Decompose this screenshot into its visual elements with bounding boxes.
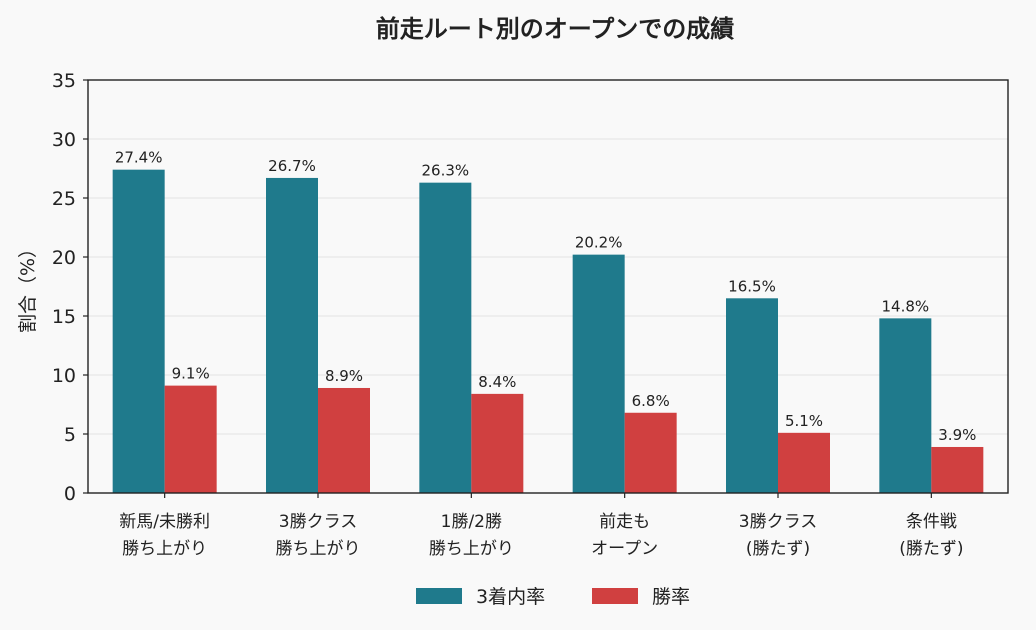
bar-top3-rate [726, 298, 778, 493]
bar-top3-rate [419, 182, 472, 493]
bar-data-label: 3.9% [938, 426, 976, 444]
y-tick-label: 25 [52, 188, 76, 210]
x-tick-label: 3勝クラス [739, 512, 817, 532]
x-tick-label: 前走も [599, 512, 650, 532]
x-tick-label: (勝たず) [746, 539, 810, 559]
x-tick-label: 新馬/未勝利 [119, 512, 210, 532]
data-label-layer: 27.4% 9.1% 26.7% 8.9% 26.3% 8.4% 20.2% 6.8% 16.5… [115, 149, 977, 444]
y-tick-label: 20 [52, 247, 76, 269]
x-tick-layer: 新馬/未勝利勝ち上がり3勝クラス勝ち上がり1勝/2勝勝ち上がり前走もオープン3勝… [119, 493, 963, 559]
x-tick-label: (勝たず) [899, 539, 963, 559]
grid-layer [88, 138, 1008, 435]
bar-win-rate [164, 385, 217, 493]
bar-win-rate [471, 393, 524, 493]
bar-win-rate [778, 432, 830, 493]
legend-swatch [592, 588, 638, 604]
bar-data-label: 27.4% [115, 149, 163, 167]
bar-data-label: 9.1% [172, 365, 210, 383]
y-tick-label: 0 [64, 483, 76, 505]
legend-label: 勝率 [652, 586, 690, 608]
bar-data-label: 5.1% [785, 412, 823, 430]
legend: 3着内率 勝率 [416, 586, 690, 608]
y-tick-label: 35 [52, 70, 76, 92]
x-tick-label: 勝ち上がり [122, 539, 207, 559]
bar-top3-rate [572, 254, 625, 493]
bar-data-label: 16.5% [728, 277, 776, 295]
bar-win-rate [318, 387, 370, 493]
bar-win-rate [931, 446, 984, 493]
x-tick-label: 勝ち上がり [276, 539, 361, 559]
bar-data-label: 26.7% [268, 157, 316, 175]
x-tick-label: 条件戦 [906, 512, 957, 532]
bar-top3-rate [112, 169, 165, 493]
bar-data-label: 20.2% [575, 234, 623, 252]
y-tick-label: 30 [52, 129, 76, 151]
bar-win-rate [624, 412, 677, 493]
bar-data-label: 14.8% [882, 297, 930, 315]
plot-frame [87, 79, 1009, 494]
y-tick-label: 15 [52, 306, 76, 328]
bar-data-label: 8.4% [478, 373, 516, 391]
x-tick-label: 勝ち上がり [429, 539, 514, 559]
legend-label: 3着内率 [476, 586, 545, 608]
x-tick-label: オープン [591, 539, 658, 559]
bar-top3-rate [879, 318, 932, 493]
chart-title: 前走ルート別のオープンでの成績 [376, 15, 735, 43]
y-tick-layer: 0 5 10 15 20 25 30 35 [52, 70, 88, 505]
bar-top3-rate [266, 177, 318, 493]
axis-layer [87, 79, 1009, 494]
bar-data-label: 6.8% [632, 392, 670, 410]
bar-data-label: 26.3% [422, 162, 470, 180]
x-tick-label: 3勝クラス [279, 512, 357, 532]
x-tick-label: 1勝/2勝 [441, 512, 502, 532]
y-tick-label: 10 [52, 365, 76, 387]
y-tick-label: 5 [64, 424, 76, 446]
bar-data-label: 8.9% [325, 367, 363, 385]
bar-layer [112, 169, 984, 493]
y-axis-label: 割合（%） [17, 239, 39, 333]
legend-swatch [416, 588, 462, 604]
